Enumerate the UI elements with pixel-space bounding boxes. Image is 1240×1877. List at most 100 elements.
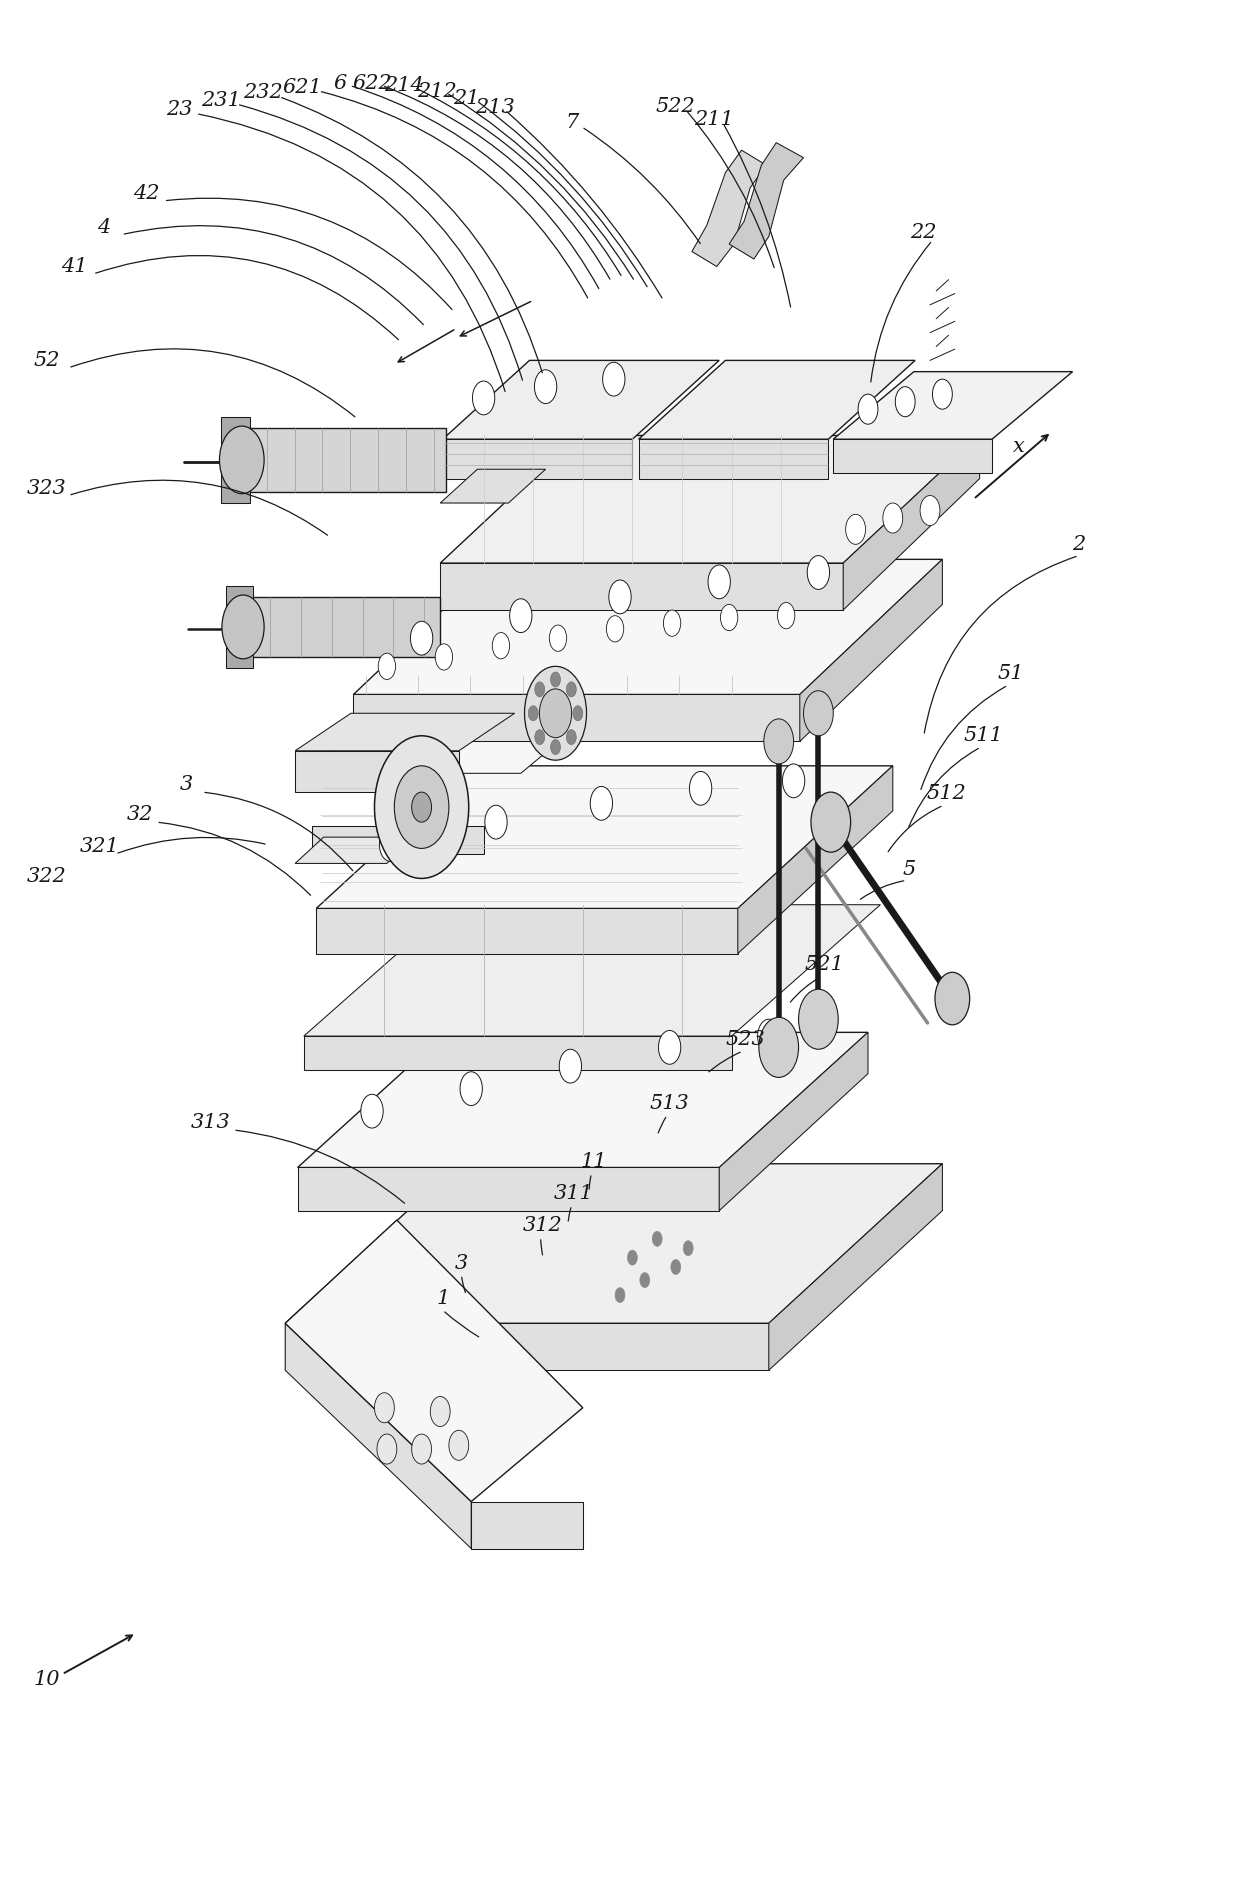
Text: 523: 523 [725, 1030, 765, 1049]
Circle shape [640, 1273, 650, 1288]
Text: 323: 323 [27, 479, 67, 497]
Polygon shape [312, 826, 484, 854]
Circle shape [412, 1434, 432, 1464]
Circle shape [846, 514, 866, 544]
Polygon shape [353, 559, 942, 694]
Circle shape [559, 1049, 582, 1083]
Polygon shape [738, 766, 893, 954]
Text: x: x [1013, 437, 1025, 456]
Circle shape [603, 362, 625, 396]
Text: 41: 41 [61, 257, 88, 276]
Text: 322: 322 [27, 867, 67, 886]
Text: 2: 2 [1073, 535, 1085, 554]
Polygon shape [285, 1323, 769, 1370]
Text: 23: 23 [166, 99, 193, 120]
Circle shape [764, 719, 794, 764]
Circle shape [377, 1434, 397, 1464]
Circle shape [528, 706, 538, 721]
Circle shape [412, 792, 432, 822]
Circle shape [590, 786, 613, 820]
Circle shape [708, 565, 730, 599]
Polygon shape [443, 439, 632, 479]
Polygon shape [639, 439, 828, 479]
Circle shape [720, 604, 738, 631]
Circle shape [551, 672, 560, 687]
Polygon shape [692, 150, 766, 267]
Circle shape [379, 828, 402, 862]
Text: 621: 621 [283, 77, 322, 98]
Text: 4: 4 [98, 218, 110, 237]
Circle shape [551, 740, 560, 755]
Circle shape [920, 496, 940, 526]
Polygon shape [250, 597, 440, 657]
Polygon shape [295, 713, 515, 751]
Circle shape [374, 1393, 394, 1423]
Circle shape [759, 1017, 799, 1077]
Circle shape [804, 691, 833, 736]
Circle shape [799, 989, 838, 1049]
Polygon shape [440, 563, 843, 610]
Polygon shape [316, 766, 893, 908]
Text: 232: 232 [243, 83, 283, 103]
Circle shape [534, 370, 557, 404]
Text: 7: 7 [565, 113, 578, 133]
Circle shape [652, 1231, 662, 1246]
Polygon shape [304, 905, 880, 1036]
Polygon shape [248, 428, 446, 492]
Text: 3: 3 [180, 775, 192, 794]
Polygon shape [285, 1323, 471, 1549]
Text: 311: 311 [554, 1184, 594, 1203]
Polygon shape [729, 143, 804, 259]
Text: 313: 313 [191, 1113, 231, 1132]
Circle shape [534, 681, 544, 696]
Circle shape [671, 1259, 681, 1274]
Text: 512: 512 [926, 785, 966, 803]
Circle shape [485, 805, 507, 839]
Circle shape [361, 1094, 383, 1128]
Circle shape [758, 1019, 780, 1053]
Circle shape [935, 972, 970, 1025]
Polygon shape [298, 1167, 719, 1211]
Circle shape [883, 503, 903, 533]
Polygon shape [295, 751, 459, 792]
Text: 511: 511 [963, 726, 1003, 745]
Circle shape [492, 633, 510, 659]
Circle shape [811, 792, 851, 852]
Text: 321: 321 [79, 837, 119, 856]
Polygon shape [295, 837, 415, 863]
Polygon shape [440, 435, 980, 563]
Text: 11: 11 [580, 1152, 608, 1171]
Circle shape [394, 766, 449, 848]
Polygon shape [833, 372, 1073, 439]
Text: 1: 1 [436, 1289, 449, 1308]
Circle shape [932, 379, 952, 409]
Circle shape [219, 426, 264, 494]
Text: 6: 6 [334, 73, 346, 94]
Circle shape [460, 1072, 482, 1106]
Text: 211: 211 [694, 109, 734, 130]
Text: 522: 522 [656, 96, 696, 116]
Circle shape [777, 603, 795, 629]
Polygon shape [800, 559, 942, 741]
Text: 52: 52 [33, 351, 61, 370]
Text: 214: 214 [384, 75, 424, 96]
Polygon shape [719, 1032, 868, 1211]
Circle shape [689, 771, 712, 805]
Circle shape [573, 706, 583, 721]
Circle shape [430, 1396, 450, 1427]
Circle shape [567, 681, 577, 696]
Polygon shape [221, 417, 250, 503]
Text: 22: 22 [910, 223, 937, 242]
Polygon shape [316, 908, 738, 954]
Circle shape [606, 616, 624, 642]
Text: 521: 521 [805, 955, 844, 974]
Circle shape [658, 1030, 681, 1064]
Polygon shape [308, 691, 620, 773]
Polygon shape [443, 360, 719, 439]
Text: 5: 5 [903, 860, 915, 878]
Polygon shape [226, 586, 253, 668]
Circle shape [663, 610, 681, 636]
Polygon shape [471, 1502, 583, 1549]
Polygon shape [769, 1164, 942, 1370]
Polygon shape [285, 1220, 583, 1502]
